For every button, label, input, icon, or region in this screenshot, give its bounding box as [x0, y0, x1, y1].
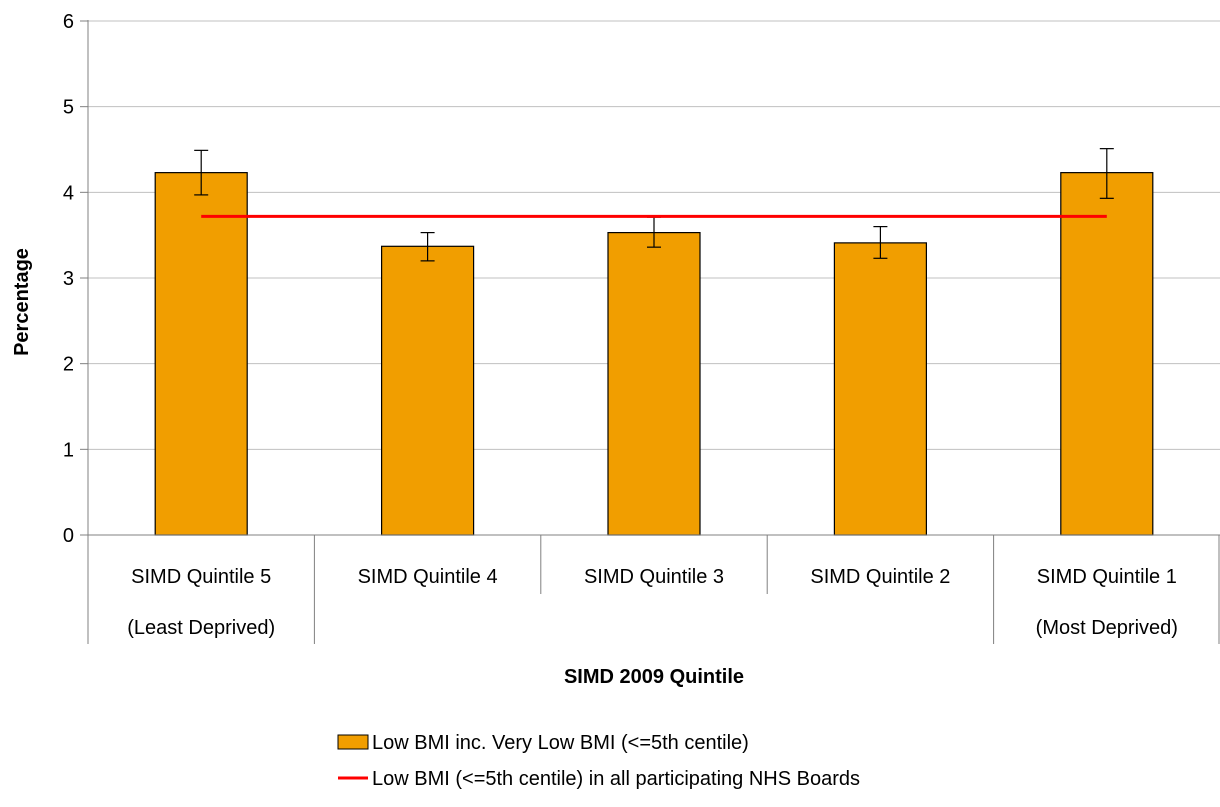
y-tick-label-6: 6: [63, 11, 74, 33]
legend: Low BMI inc. Very Low BMI (<=5th centile…: [337, 732, 860, 790]
error-bars: [194, 148, 1114, 262]
x-category-sublabel-5: (Most Deprived): [1036, 617, 1178, 639]
y-tick-label-4: 4: [63, 182, 74, 204]
x-category-label-5: SIMD Quintile 1: [1037, 566, 1177, 588]
bar-3: [607, 231, 701, 536]
x-category-label-4: SIMD Quintile 2: [810, 566, 950, 588]
x-category-sublabel-1: (Least Deprived): [127, 617, 275, 639]
x-category-label-1: SIMD Quintile 5: [131, 566, 271, 588]
x-category-label-2: SIMD Quintile 4: [358, 566, 498, 588]
y-tick-label-0: 0: [63, 525, 74, 547]
bar-4: [833, 242, 928, 536]
bar-5: [1060, 172, 1154, 536]
bar-2: [381, 245, 475, 536]
y-tick-label-3: 3: [63, 268, 74, 290]
y-tick-label-5: 5: [63, 97, 74, 119]
x-category-label-3: SIMD Quintile 3: [584, 566, 724, 588]
y-axis-title: Percentage: [11, 248, 33, 356]
legend-swatch-bars: [337, 734, 369, 750]
bar-1: [154, 172, 248, 536]
axes: [80, 20, 1220, 644]
legend-label-reference-line: Low BMI (<=5th centile) in all participa…: [372, 768, 860, 790]
y-tick-label-2: 2: [63, 354, 74, 376]
axis-labels: 0 1 2 3 4 5 6 SIMD Quintile 5 (Least Deprived) SI…: [63, 11, 1178, 639]
y-tick-label-1: 1: [63, 439, 74, 461]
legend-label-bars: Low BMI inc. Very Low BMI (<=5th centile…: [372, 732, 749, 754]
x-axis-title: SIMD 2009 Quintile: [564, 666, 744, 688]
